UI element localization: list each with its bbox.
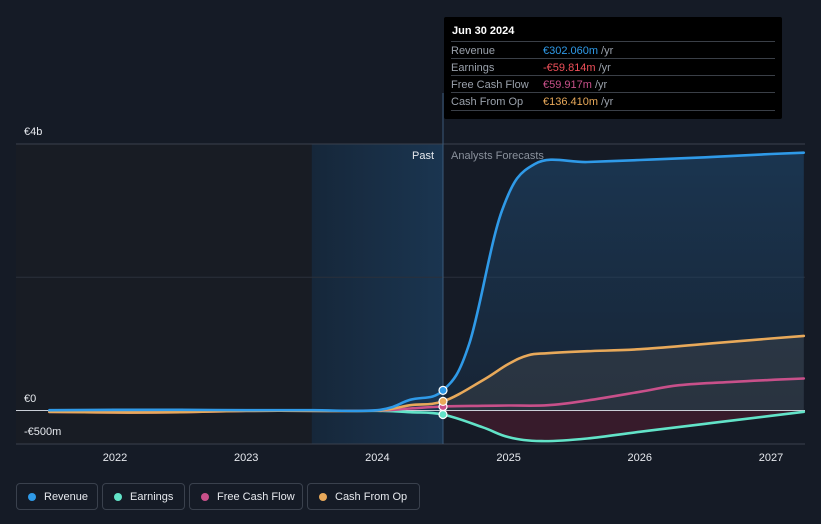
tooltip-value-text: -€59.814m	[543, 62, 596, 74]
tooltip-unit: /yr	[598, 62, 611, 74]
tooltip-row-earnings: Earnings -€59.814m/yr	[451, 58, 775, 76]
legend-label: Cash From Op	[335, 491, 408, 503]
tooltip-label: Cash From Op	[451, 96, 524, 108]
tooltip-value: -€59.814m/yr	[543, 62, 611, 74]
highlight-region	[311, 144, 443, 444]
legend-label: Revenue	[44, 491, 89, 503]
legend-revenue[interactable]: Revenue	[16, 483, 98, 510]
tooltip-value: €59.917m/yr	[543, 79, 607, 91]
data-tooltip: Jun 30 2024 Revenue €302.060m/yr Earning…	[444, 17, 782, 119]
x-tick-label: 2027	[759, 452, 783, 464]
tooltip-value-text: €59.917m	[543, 79, 592, 91]
tooltip-row-fcf: Free Cash Flow €59.917m/yr	[451, 75, 775, 93]
series-line-revenue	[48, 151, 806, 413]
forecast-label: Analysts Forecasts	[451, 150, 544, 162]
legend-dot-icon	[114, 493, 122, 501]
x-tick-label: 2023	[234, 452, 258, 464]
legend-label: Free Cash Flow	[217, 491, 295, 503]
series-line-cash-from-op	[48, 334, 806, 414]
tooltip-label: Earnings	[451, 62, 495, 74]
area-revenue	[443, 152, 804, 411]
x-tick-label: 2024	[365, 452, 389, 464]
tooltip-label: Revenue	[451, 45, 496, 57]
point-cash-from-op	[438, 396, 448, 407]
tooltip-unit: /yr	[601, 45, 614, 57]
tooltip-value-text: €302.060m	[543, 45, 599, 57]
tooltip-value: €136.410m/yr	[543, 96, 613, 108]
tooltip-row-cfo: Cash From Op €136.410m/yr	[451, 92, 775, 111]
tooltip-label: Free Cash Flow	[451, 79, 529, 91]
legend-dot-icon	[319, 493, 327, 501]
tooltip-value: €302.060m/yr	[543, 45, 613, 57]
tooltip-row-revenue: Revenue €302.060m/yr	[451, 41, 775, 59]
point-earnings	[438, 409, 448, 420]
legend-earnings[interactable]: Earnings	[102, 483, 185, 510]
tooltip-unit: /yr	[594, 79, 608, 91]
y-axis-label-bottom: -€500m	[24, 426, 62, 438]
tooltip-unit: /yr	[601, 96, 614, 108]
x-tick-label: 2026	[628, 452, 652, 464]
point-revenue	[438, 385, 448, 395]
y-axis-label-top: €4b	[24, 126, 43, 138]
legend-label: Earnings	[130, 491, 174, 503]
y-axis-label-zero: €0	[24, 393, 37, 405]
legend-free-cash-flow[interactable]: Free Cash Flow	[189, 483, 303, 510]
x-tick-label: 2022	[103, 452, 127, 464]
past-label: Past	[412, 150, 435, 162]
past-region	[16, 144, 312, 444]
tooltip-value-text: €136.410m	[543, 96, 599, 108]
legend-cash-from-op[interactable]: Cash From Op	[307, 483, 420, 510]
legend-dot-icon	[28, 493, 36, 501]
tooltip-date: Jun 30 2024	[452, 25, 515, 37]
legend-dot-icon	[201, 493, 209, 501]
x-tick-label: 2025	[496, 452, 520, 464]
area-earnings	[443, 410, 804, 442]
